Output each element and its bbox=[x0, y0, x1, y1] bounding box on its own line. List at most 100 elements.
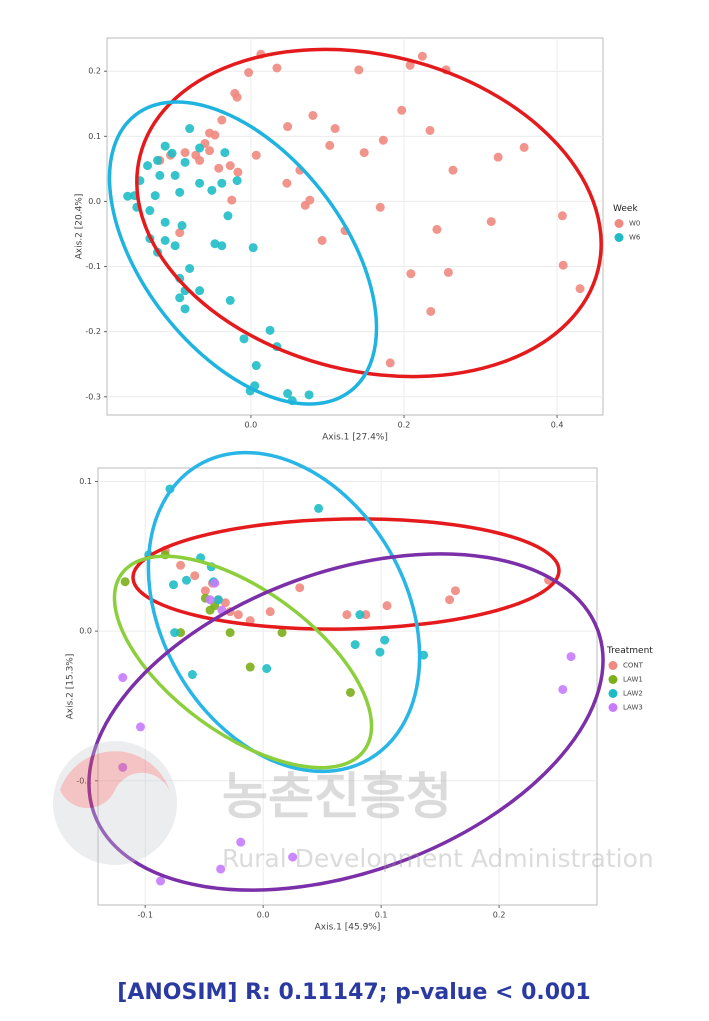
point bbox=[187, 670, 197, 680]
point bbox=[190, 571, 200, 581]
point bbox=[225, 628, 235, 638]
point bbox=[170, 241, 180, 251]
point bbox=[405, 60, 415, 70]
x-tick-label: 0.0 bbox=[245, 421, 258, 430]
x-axis-label: Axis.1 [27.4%] bbox=[322, 433, 388, 443]
legend-label: CONT bbox=[623, 662, 644, 670]
point bbox=[251, 150, 261, 160]
point bbox=[314, 503, 324, 513]
point bbox=[557, 211, 567, 221]
plot-area bbox=[106, 37, 604, 416]
point bbox=[325, 140, 335, 150]
point bbox=[214, 163, 224, 173]
legend-swatch bbox=[614, 233, 624, 242]
point bbox=[150, 191, 160, 201]
ellipse-law1 bbox=[112, 554, 374, 770]
point bbox=[217, 241, 227, 251]
point bbox=[397, 105, 407, 115]
point bbox=[195, 178, 205, 188]
point bbox=[262, 664, 272, 674]
legend-swatch bbox=[608, 675, 618, 684]
point bbox=[210, 239, 220, 249]
x-axis-label: Axis.1 [45.9%] bbox=[315, 923, 381, 933]
point bbox=[175, 187, 185, 197]
y-tick-label: -0.1 bbox=[76, 776, 92, 785]
ellipse-cont bbox=[131, 517, 561, 631]
point bbox=[118, 762, 128, 772]
point bbox=[378, 135, 388, 145]
point bbox=[425, 125, 435, 135]
point bbox=[265, 325, 275, 335]
y-axis-label: Axis.2 [15.3%] bbox=[66, 654, 76, 720]
point bbox=[153, 155, 163, 165]
y-axis-label: Axis.2 [20.4%] bbox=[75, 194, 85, 260]
point bbox=[375, 647, 385, 657]
plot-area bbox=[97, 467, 598, 906]
ellipse-law2 bbox=[146, 450, 422, 774]
point bbox=[205, 595, 215, 605]
point bbox=[207, 185, 217, 195]
point bbox=[486, 217, 496, 227]
point bbox=[175, 228, 185, 238]
point bbox=[519, 142, 529, 152]
point bbox=[175, 293, 185, 303]
point bbox=[417, 51, 427, 61]
y-tick-label: 0.1 bbox=[79, 477, 92, 486]
legend-label: LAW2 bbox=[623, 690, 643, 698]
point bbox=[277, 628, 287, 638]
y-tick-label: -0.1 bbox=[85, 262, 101, 271]
point bbox=[382, 601, 392, 611]
point bbox=[248, 243, 258, 253]
x-tick-label: 0.2 bbox=[398, 421, 411, 430]
point bbox=[217, 178, 227, 188]
point bbox=[160, 141, 170, 151]
point bbox=[282, 178, 292, 188]
ellipse-w6 bbox=[107, 100, 379, 406]
point bbox=[168, 580, 178, 590]
point bbox=[330, 124, 340, 134]
point bbox=[350, 640, 360, 650]
watermark: 농촌진흥청 Rural Development Administration bbox=[53, 741, 654, 873]
point bbox=[118, 673, 128, 683]
y-tick-label: 0.0 bbox=[79, 627, 92, 636]
point bbox=[123, 191, 133, 201]
legend-label: LAW3 bbox=[623, 704, 643, 712]
point bbox=[426, 306, 436, 316]
x-tick-label: 0.4 bbox=[551, 421, 564, 430]
point bbox=[210, 130, 220, 140]
point bbox=[448, 165, 458, 175]
point bbox=[213, 595, 223, 605]
point bbox=[558, 684, 568, 694]
x-tick-label: -0.1 bbox=[137, 911, 153, 920]
point bbox=[233, 167, 243, 177]
point bbox=[304, 390, 314, 400]
point bbox=[170, 628, 180, 638]
y-tick-label: 0.0 bbox=[88, 197, 101, 206]
point bbox=[220, 598, 230, 608]
point bbox=[216, 864, 226, 874]
point bbox=[195, 143, 205, 153]
point bbox=[227, 195, 237, 205]
point bbox=[170, 170, 180, 180]
point bbox=[445, 595, 455, 605]
point bbox=[232, 92, 242, 102]
point bbox=[354, 65, 364, 75]
point bbox=[450, 586, 460, 596]
plot: 0.0 0.2 0.4 0.2 0.1 0.0 -0.1 -0.2 -0.3 Axis.1 [27… bbox=[75, 37, 641, 443]
point bbox=[244, 68, 254, 78]
point bbox=[181, 575, 191, 585]
point bbox=[160, 235, 170, 245]
point bbox=[317, 235, 327, 245]
point bbox=[345, 687, 355, 697]
watermark-title: 농촌진흥청 bbox=[222, 768, 452, 826]
ellipse-law3 bbox=[87, 552, 605, 892]
point bbox=[160, 217, 170, 227]
x-tick-label: 0.2 bbox=[493, 911, 506, 920]
legend-swatch bbox=[608, 661, 618, 670]
point bbox=[406, 269, 416, 279]
point bbox=[575, 284, 585, 294]
point bbox=[180, 148, 190, 158]
point bbox=[223, 211, 233, 221]
point bbox=[210, 578, 220, 588]
point bbox=[558, 260, 568, 270]
